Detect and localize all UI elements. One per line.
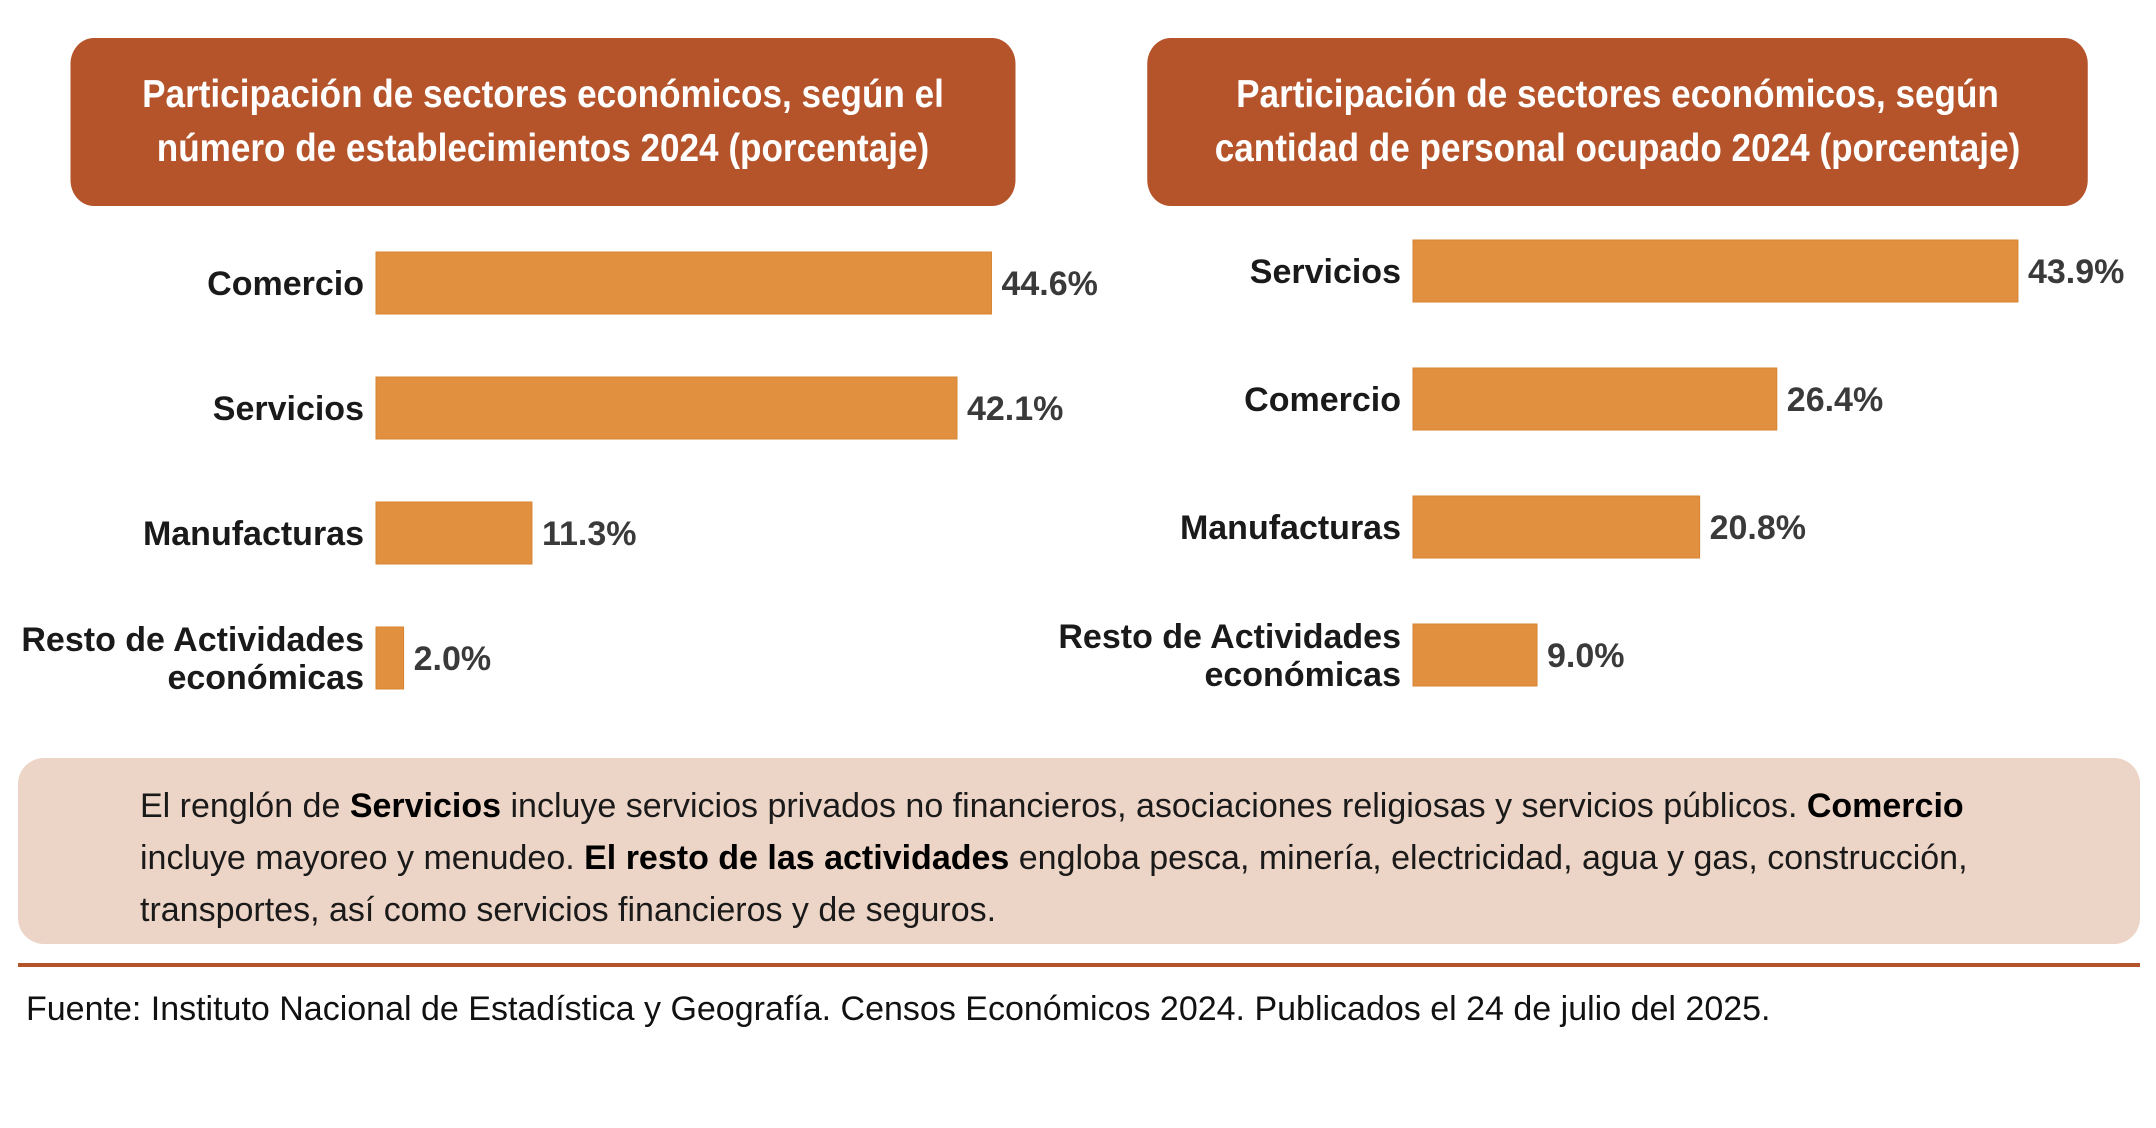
note-resto-term: El resto de las actividades	[584, 839, 1010, 877]
establishments-category-label-comercio: Comercio	[207, 265, 364, 303]
note-text-3: incluye mayoreo y menudeo.	[140, 839, 585, 877]
left-chart-title: Participación de sectores económicos, se…	[70, 38, 1016, 206]
left-title-line-1: Participación de sectores económicos, se…	[142, 73, 944, 116]
establishments-value-label-comercio: 44.6%	[1001, 265, 1097, 303]
establishments-value-label-resto: 2.0%	[414, 640, 492, 678]
note-text-2: incluye servicios privados no financiero…	[501, 787, 1807, 825]
source-citation: Fuente: Instituto Nacional de Estadístic…	[26, 990, 1771, 1028]
employment-value-label-comercio: 26.4%	[1787, 381, 1883, 419]
left-title-line-2: número de establecimientos 2024 (porcent…	[156, 127, 930, 170]
employment-value-label-manufacturas: 20.8%	[1710, 509, 1806, 547]
note-comercio-term: Comercio	[1806, 787, 1964, 825]
employment-category-label-comercio: Comercio	[1244, 381, 1401, 419]
establishments-category-label-resto: Resto de Actividades económicas	[21, 621, 364, 697]
employment-bar-comercio	[1412, 367, 1778, 431]
employment-category-label-manufacturas: Manufacturas	[1180, 509, 1401, 547]
establishments-bar-manufacturas	[375, 501, 533, 565]
employment-bar-resto	[1412, 623, 1538, 687]
establishments-category-label-manufacturas: Manufacturas	[143, 515, 364, 553]
establishments-category-label-servicios: Servicios	[213, 390, 364, 428]
employment-category-label-resto: Resto de Actividades económicas	[1058, 618, 1401, 694]
employment-bar-servicios	[1412, 239, 2019, 303]
employment-value-label-servicios: 43.9%	[2028, 253, 2124, 291]
establishments-bar-comercio	[375, 251, 992, 315]
establishments-bar-servicios	[375, 376, 958, 440]
right-title-line-2: cantidad de personal ocupado 2024 (porce…	[1214, 127, 2021, 170]
establishments-bar-resto	[375, 626, 405, 690]
sector-definitions-note: El renglón de Servicios incluye servicio…	[18, 758, 2140, 944]
note-servicios-term: Servicios	[349, 787, 502, 825]
right-title-line-1: Participación de sectores económicos, se…	[1236, 73, 1999, 116]
establishments-value-label-servicios: 42.1%	[967, 390, 1063, 428]
right-chart-title: Participación de sectores económicos, se…	[1147, 38, 2088, 206]
employment-bar-chart: 43.9% Servicios 26.4% Comercio 20.8% Manufact…	[1058, 239, 2124, 694]
employment-category-label-servicios: Servicios	[1250, 253, 1401, 291]
employment-bar-manufacturas	[1412, 495, 1701, 559]
note-text-4: engloba pesca, minería, electricidad, ag…	[140, 839, 1968, 929]
establishments-value-label-manufacturas: 11.3%	[542, 515, 637, 553]
note-text-1: El renglón de	[140, 787, 350, 825]
employment-value-label-resto: 9.0%	[1547, 637, 1625, 675]
divider-line	[18, 963, 2140, 967]
establishments-bar-chart: 44.6% Comercio 42.1% Servicios 11.3% Manufact…	[21, 251, 1098, 697]
